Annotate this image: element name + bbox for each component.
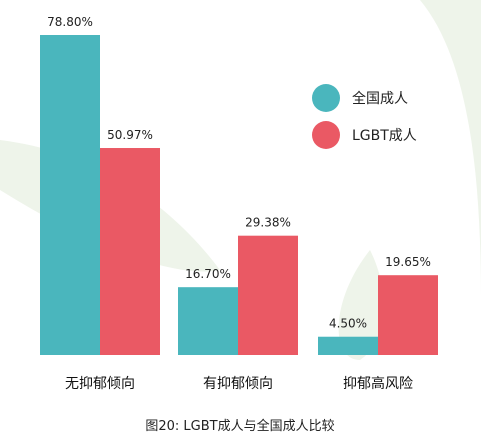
bar-value-label: 16.70% — [185, 267, 231, 281]
bar-value-label: 29.38% — [245, 216, 291, 230]
bar — [100, 148, 160, 355]
bar-value-label: 4.50% — [329, 317, 367, 331]
bar — [238, 236, 298, 355]
bars-layer — [40, 35, 438, 355]
category-label: 抑郁高风险 — [343, 375, 413, 392]
bar — [378, 275, 438, 355]
legend-swatch — [312, 121, 340, 149]
legend-swatch — [312, 84, 340, 112]
legend-label: LGBT成人 — [352, 128, 417, 144]
category-label: 无抑郁倾向 — [65, 376, 135, 392]
category-labels-layer: 无抑郁倾向 有抑郁倾向 抑郁高风险 — [65, 375, 413, 392]
legend-label: 全国成人 — [352, 90, 408, 107]
bar-value-label: 78.80% — [47, 15, 93, 29]
bar-value-label: 50.97% — [107, 128, 153, 142]
bar — [178, 287, 238, 355]
bar — [40, 35, 100, 355]
category-label: 有抑郁倾向 — [203, 376, 273, 392]
bar — [318, 337, 378, 355]
chart-legend: 全国成人 LGBT成人 — [312, 84, 417, 149]
bar-value-label: 19.65% — [385, 255, 431, 269]
chart-caption: 图20: LGBT成人与全国成人比较 — [145, 418, 334, 434]
